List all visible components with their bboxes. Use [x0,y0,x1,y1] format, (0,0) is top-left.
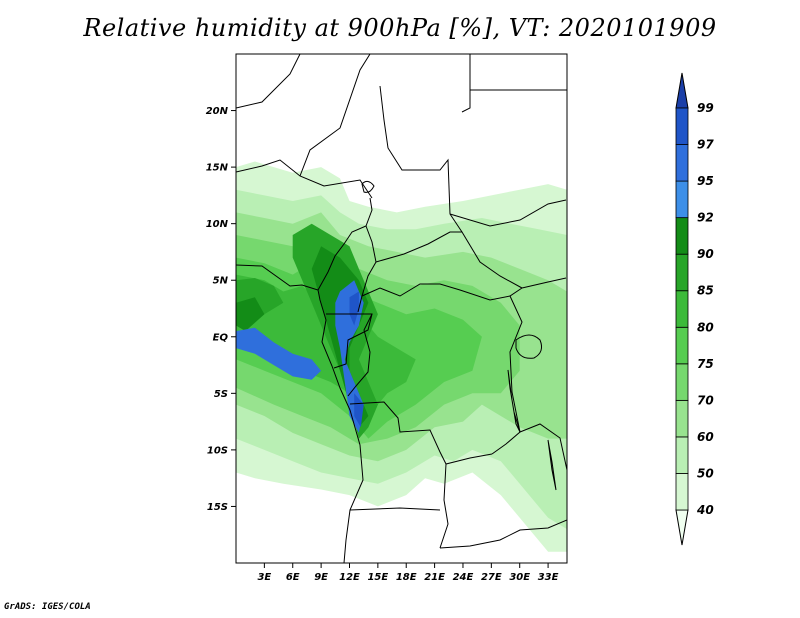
colorbar: 40 50 60 70 75 80 85 90 92 95 97 99 [675,72,714,546]
colorbar-label: 40 [696,503,714,517]
colorbar-label: 70 [697,393,714,407]
humidity-region-13 [354,393,364,428]
colorbar-segment-2 [675,399,689,438]
border-chad-cameroon [357,225,377,313]
colorbar-segment-0 [675,473,689,511]
border-libya-sudan [461,54,471,113]
colorbar-label: 75 [697,357,714,371]
lon-tick-label: 27E [481,572,502,583]
border-nigeria-cameroon [317,197,373,291]
axis-labels: 3E 6E 9E 12E 15E 18E 21E 24E 27E 30E 33E 20N 15N 10N 5… [206,106,559,583]
border-chad-sudan [379,85,463,233]
colorbar-bottom-arrow [675,509,689,546]
colorbar-segment-9 [675,144,689,182]
colorbar-segment-4 [675,326,689,365]
lat-tick-label: 10S [207,445,228,456]
lake-malawi [547,439,557,491]
border-gabon [326,313,373,369]
lat-tick-label: 10N [206,219,229,230]
lat-tick-label: 20N [206,106,229,117]
colorbar-segment-5 [675,290,689,328]
lat-tick-label: EQ [213,332,229,343]
colorbar-label: 80 [697,320,714,334]
colorbar-segment-3 [675,363,689,401]
colorbar-segment-7 [675,217,689,255]
lat-tick-label: 5N [213,276,229,287]
lat-tick-label: 15N [206,163,229,174]
colorbar-segment-8 [675,180,689,219]
colorbar-label: 99 [697,101,714,115]
lat-tick-label: 5S [214,389,228,400]
border-algeria [236,54,301,109]
lon-tick-label: 24E [453,572,474,583]
border-congo-drc [347,313,373,397]
border-car-north [375,231,523,289]
lat-tick-label: 15S [207,502,228,513]
plot-frame [235,53,568,564]
border-south-sudan [449,199,567,227]
colorbar-label: 95 [697,174,714,188]
border-angola-drc [349,401,493,465]
axis-ticks [231,110,549,568]
border-uganda-kenya [521,277,567,289]
colorbar-segment-6 [675,253,689,292]
border-drc-east [491,295,523,455]
coastline [236,264,364,563]
lake-victoria [515,334,542,359]
border-namibia [349,507,441,511]
lake-tanganyika [507,369,521,433]
lake-chad [361,180,375,193]
lon-tick-label: 12E [339,572,360,583]
colorbar-label: 97 [697,138,714,152]
colorbar-label: 60 [697,430,714,444]
lon-tick-label: 15E [367,572,388,583]
border-tanzania [519,423,567,471]
colorbar-top-arrow [675,72,689,109]
border-car-south [361,283,523,301]
border-libya-chad [299,54,371,177]
humidity-region-8 [236,297,265,332]
lon-tick-label: 3E [257,572,271,583]
colorbar-segment-10 [675,107,689,145]
lon-tick-label: 9E [314,572,328,583]
map-title: Relative humidity at 900hPa [%], VT: 202… [83,14,717,42]
lon-tick-label: 6E [286,572,300,583]
lon-tick-label: 33E [538,572,559,583]
colorbar-label: 92 [697,211,714,225]
humidity-region-10 [236,327,322,380]
humidity-region-12 [349,291,359,326]
humidity-region-11 [335,280,364,433]
lon-tick-label: 18E [396,572,417,583]
footer-credit: GrADS: IGES/COLA [4,602,91,612]
plot-area: 3E 6E 9E 12E 15E 18E 21E 24E 27E 30E 33E 20N 15N 10N 5… [206,53,568,583]
colorbar-segment-1 [675,436,689,474]
country-borders [236,54,567,563]
colorbar-label: 90 [697,247,714,261]
border-angola-zambia [439,463,449,549]
humidity-region-5 [236,274,416,416]
lon-tick-label: 30E [509,572,530,583]
colorbar-label: 85 [697,284,714,298]
border-zambia-south [439,519,567,549]
colorbar-label: 50 [697,466,714,480]
lon-tick-label: 21E [424,572,445,583]
